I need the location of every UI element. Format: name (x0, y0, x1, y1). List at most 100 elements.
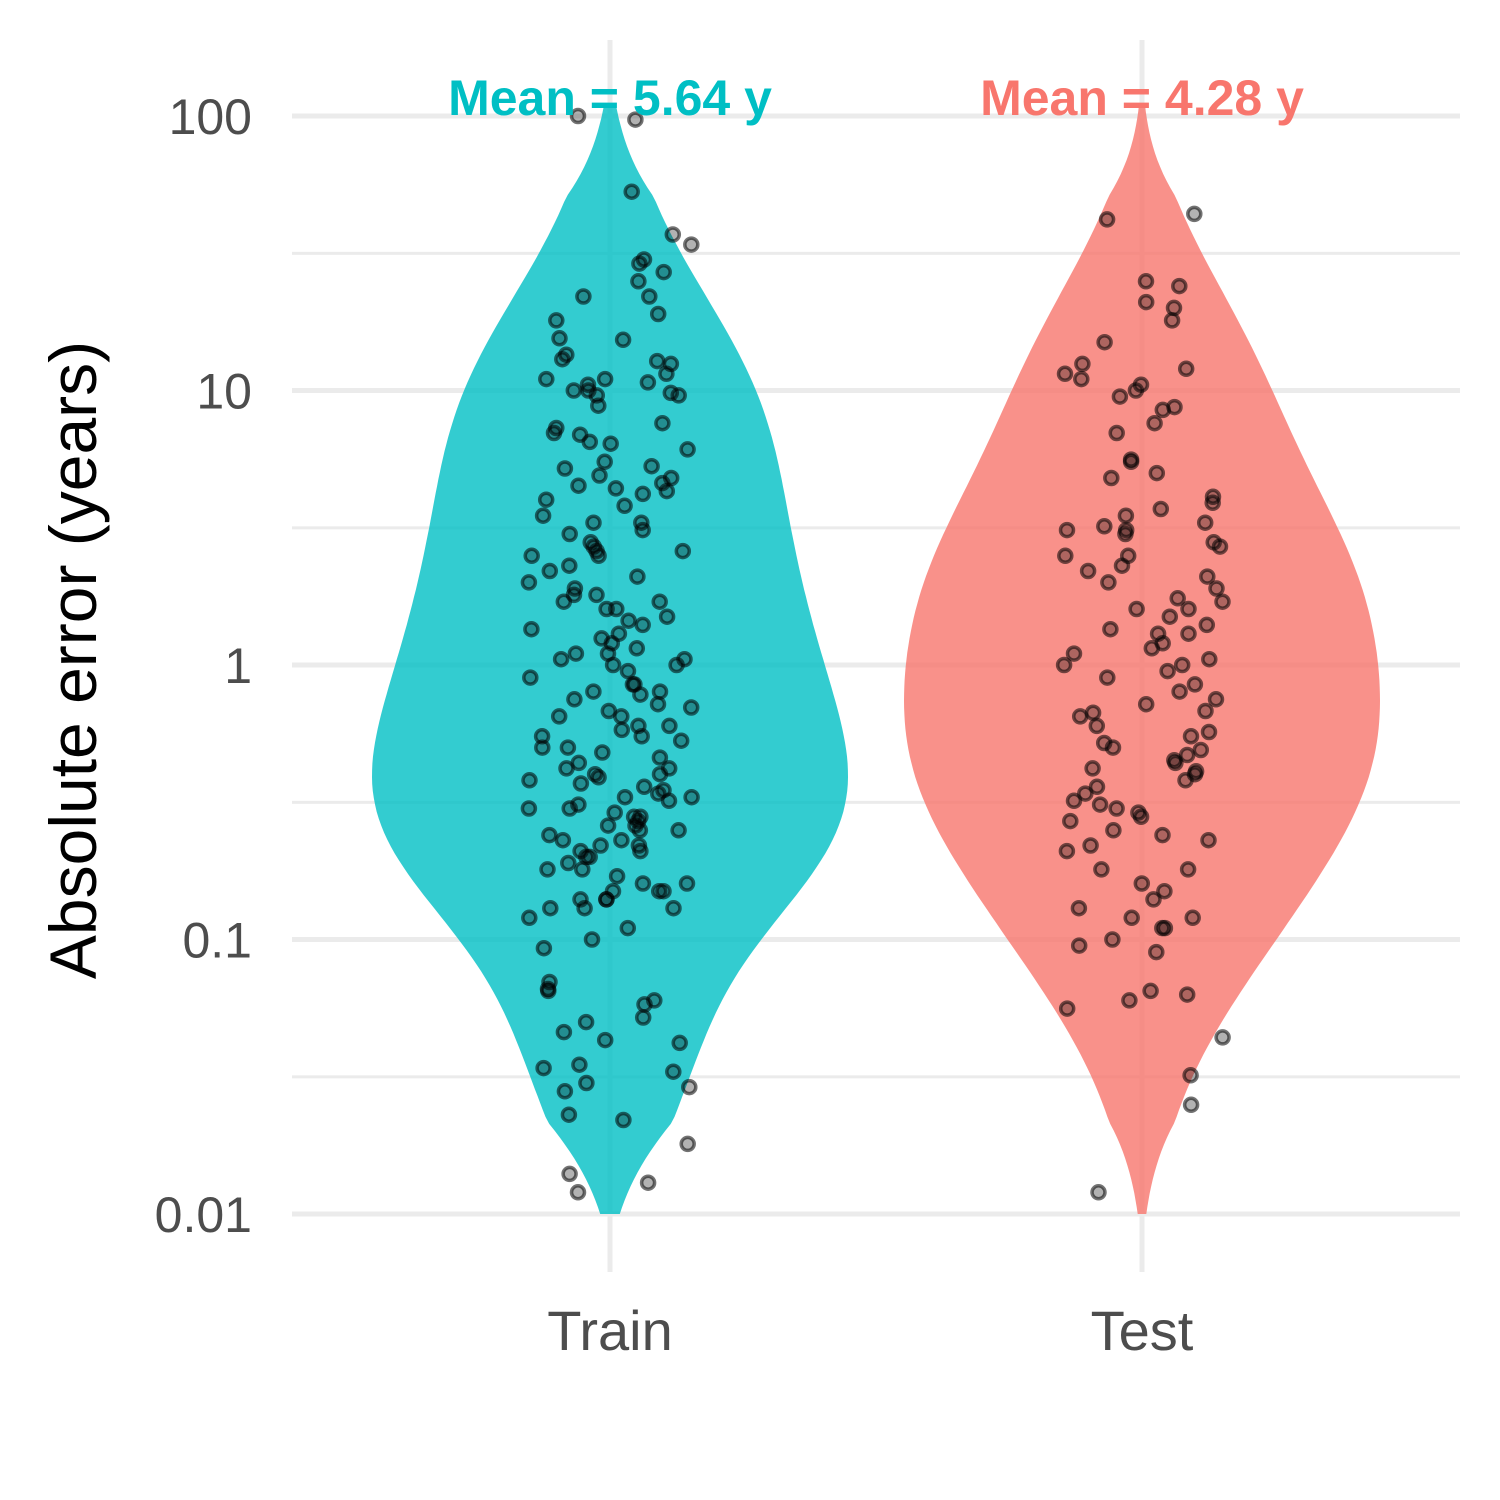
data-point (616, 497, 633, 515)
data-point (1093, 861, 1110, 878)
y-tick-label: 0.1 (182, 913, 252, 969)
data-point (581, 433, 599, 451)
y-tick-label: 0.01 (155, 1187, 252, 1243)
data-point (1156, 882, 1173, 900)
data-point (1182, 1067, 1199, 1084)
data-point (1127, 382, 1145, 399)
data-point (594, 744, 611, 761)
data-point (1103, 469, 1120, 487)
data-point (1088, 778, 1106, 796)
data-point (551, 330, 568, 347)
data-point (651, 765, 669, 783)
data-point (576, 899, 593, 917)
y-axis-title: Absolute error (years) (36, 341, 110, 979)
data-point (1154, 919, 1171, 937)
data-point (561, 800, 578, 817)
data-point (540, 982, 557, 1000)
data-point (658, 608, 676, 625)
data-point (615, 1111, 632, 1129)
data-point (542, 899, 559, 917)
data-point (681, 1078, 698, 1096)
data-point (523, 620, 540, 638)
data-point (1077, 785, 1094, 802)
data-point (1177, 360, 1195, 378)
data-point (1084, 704, 1102, 721)
data-point (1214, 593, 1231, 610)
data-point (1098, 211, 1116, 228)
data-point (613, 708, 630, 725)
data-point (619, 919, 637, 937)
data-point (614, 331, 632, 349)
data-point (613, 721, 631, 739)
data-point (650, 785, 667, 802)
data-point (558, 760, 575, 777)
data-point (591, 467, 608, 484)
data-point (1159, 662, 1176, 680)
data-point (1142, 982, 1159, 1000)
data-point (1177, 772, 1194, 789)
data-point (1167, 754, 1184, 772)
data-point (1154, 401, 1172, 419)
data-point (590, 769, 607, 786)
data-point (1137, 695, 1155, 713)
data-point (1171, 683, 1188, 700)
y-tick-label: 1 (224, 638, 252, 694)
data-point (1122, 453, 1140, 471)
data-point (1182, 1096, 1200, 1114)
data-point (1208, 580, 1225, 597)
data-point (1065, 645, 1083, 662)
data-point (537, 491, 555, 508)
data-point (555, 593, 573, 610)
data-point (1096, 333, 1113, 351)
data-point (598, 891, 615, 908)
data-point (1055, 656, 1073, 674)
data-point (1082, 837, 1099, 854)
data-point (1105, 822, 1122, 839)
data-point (631, 822, 649, 839)
data-point (571, 1056, 588, 1073)
data-point (569, 1184, 587, 1201)
data-point (1179, 861, 1197, 878)
data-point (541, 562, 559, 580)
data-point (1057, 547, 1074, 565)
mean-label-test: Mean = 4.28 y (980, 70, 1304, 126)
data-point (1090, 1184, 1107, 1201)
data-point (1211, 538, 1229, 555)
data-point (1074, 355, 1091, 373)
data-point (650, 882, 668, 900)
data-point (1121, 992, 1138, 1009)
data-point (1214, 1029, 1231, 1046)
data-point (569, 107, 587, 125)
data-point (585, 514, 602, 531)
data-point (665, 899, 682, 917)
data-point (670, 822, 687, 839)
data-point (1070, 899, 1088, 917)
data-point (674, 542, 692, 560)
data-point (607, 480, 625, 497)
data-point (655, 263, 672, 281)
data-point (619, 662, 637, 680)
data-point (1148, 464, 1166, 482)
data-point (632, 686, 649, 703)
data-point (629, 568, 646, 585)
data-point (630, 273, 647, 290)
data-point (635, 251, 653, 268)
data-point (570, 477, 587, 494)
data-point (588, 586, 605, 604)
data-point (668, 656, 685, 674)
data-point (1133, 875, 1151, 892)
data-point (639, 1174, 657, 1191)
data-point (583, 931, 601, 948)
data-point (1128, 600, 1145, 618)
data-point (578, 1074, 595, 1092)
data-point (1145, 891, 1162, 908)
data-point (1192, 741, 1210, 759)
data-point (665, 1063, 682, 1080)
data-point (664, 226, 682, 243)
data-point (577, 1013, 595, 1031)
data-point (1182, 728, 1200, 745)
data-point (1171, 277, 1188, 295)
data-point (1152, 500, 1170, 518)
data-point (566, 691, 583, 708)
data-point (1199, 568, 1216, 585)
